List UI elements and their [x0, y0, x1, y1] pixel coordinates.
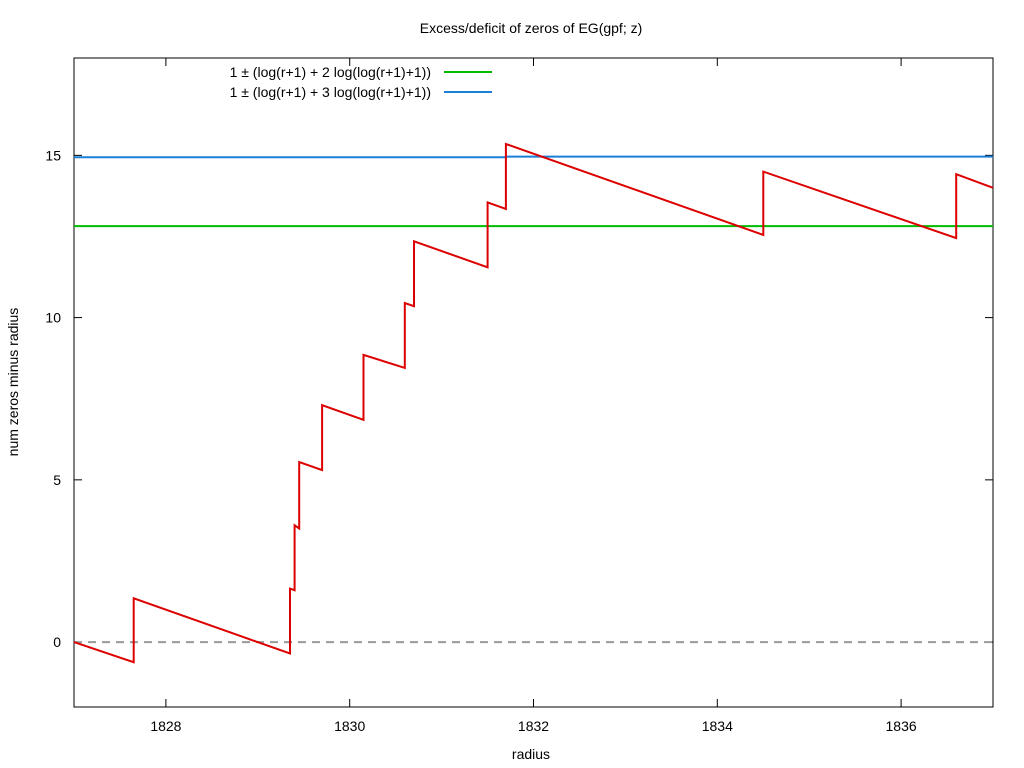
- legend-label: 1 ± (log(r+1) + 2 log(log(r+1)+1)): [230, 64, 431, 80]
- y-axis-label: num zeros minus radius: [5, 308, 21, 457]
- y-axis-ticks: 0 5 10 15: [45, 147, 993, 650]
- chart-title: Excess/deficit of zeros of EG(gpf; z): [420, 20, 643, 36]
- series-line-log3: [74, 155, 993, 159]
- x-axis-ticks: 1828 1830 1832 1834 1836: [150, 58, 917, 734]
- x-tick-label: 1834: [702, 718, 733, 734]
- x-tick-label: 1836: [886, 718, 917, 734]
- series-line-excess-deficit: [73, 142, 994, 664]
- x-tick-label: 1828: [150, 718, 181, 734]
- y-tick-label: 5: [53, 472, 61, 488]
- plot-area-frame: [73, 57, 994, 708]
- x-tick-label: 1830: [334, 718, 365, 734]
- x-tick-label: 1832: [518, 718, 549, 734]
- y-tick-label: 15: [45, 147, 61, 163]
- legend: 1 ± (log(r+1) + 2 log(log(r+1)+1)) 1 ± (l…: [230, 64, 492, 100]
- x-axis-label: radius: [512, 746, 550, 762]
- legend-label: 1 ± (log(r+1) + 3 log(log(r+1)+1)): [230, 84, 431, 100]
- y-tick-label: 0: [53, 634, 61, 650]
- y-tick-label: 10: [45, 310, 61, 326]
- series-layer: [73, 142, 994, 664]
